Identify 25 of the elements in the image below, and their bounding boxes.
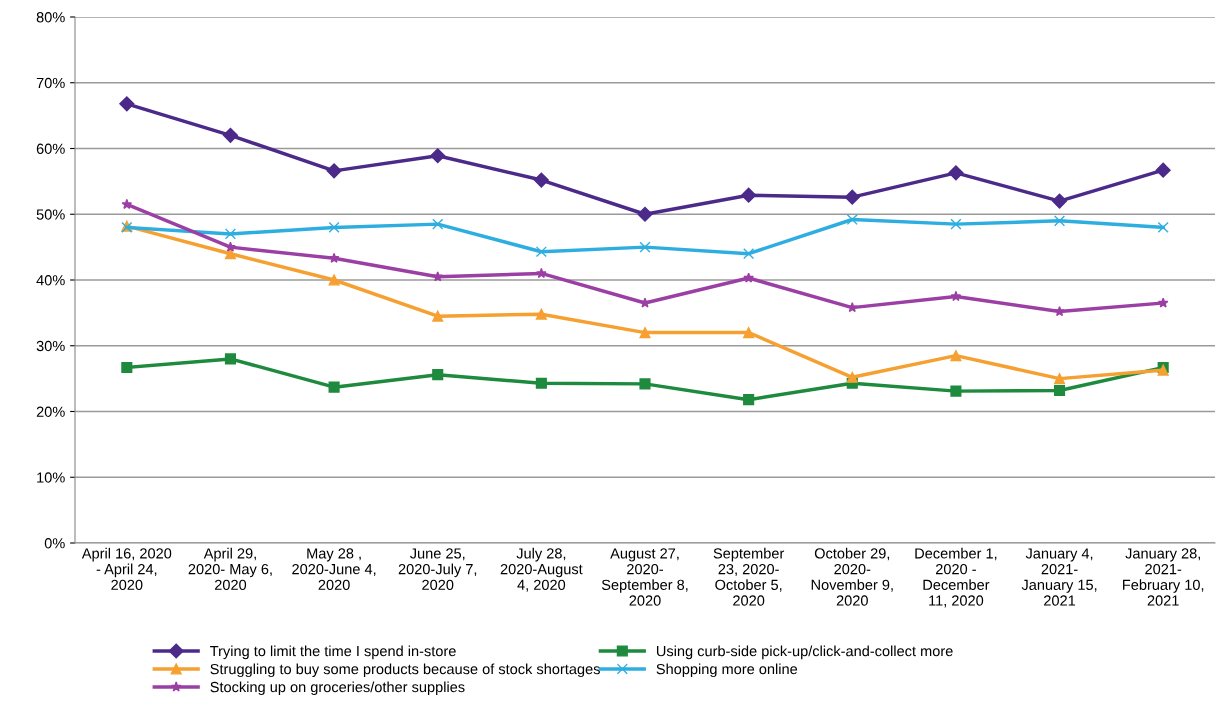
y-tick-label: 0% <box>44 538 65 549</box>
x-tick-label: April 29, 2020- May 6, 2020 <box>188 547 272 590</box>
x-tick-label: August 27, 2020- September 8, 2020 <box>601 548 688 606</box>
y-tick-label: 40% <box>36 275 65 286</box>
legend-label: Struggling to buy some products because of stock shortages <box>210 663 600 678</box>
x-tick-label: October 29, 2020- November 9, 2020 <box>811 547 893 606</box>
y-tick-label: 60% <box>36 143 65 154</box>
y-tick-label: 30% <box>36 340 65 352</box>
y-tick-label: 10% <box>37 472 65 483</box>
y-tick-label: 20% <box>36 406 65 417</box>
x-tick-label: September 23, 2020- October 5, 2020 <box>713 547 785 606</box>
x-tick-label: January 28, 2021- February 10, 2021 <box>1123 548 1204 606</box>
legend-label: Using curb-side pick-up/click-and-collect more <box>656 645 953 660</box>
x-tick-label: June 25, 2020-July 7, 2020 <box>398 548 477 590</box>
x-tick-label: January 4, 2021- January 15, 2021 <box>1021 548 1097 606</box>
y-tick-label: 80% <box>36 12 65 23</box>
x-tick-label: April 16, 2020 - April 24, 2020 <box>81 547 172 590</box>
legend-label: Trying to limit the time I spend in-store <box>210 645 456 660</box>
legend-label: Stocking up on groceries/other supplies <box>210 681 465 696</box>
x-tick-label: July 28, 2020-August 4, 2020 <box>500 547 583 592</box>
legend-label: Shopping more online <box>656 663 798 678</box>
x-tick-label: May 28 , 2020-June 4, 2020 <box>292 548 376 590</box>
y-tick-label: 50% <box>36 209 65 220</box>
y-tick-label: 70% <box>36 77 65 89</box>
x-tick-label: December 1, 2020 - December 11, 2020 <box>915 547 997 608</box>
